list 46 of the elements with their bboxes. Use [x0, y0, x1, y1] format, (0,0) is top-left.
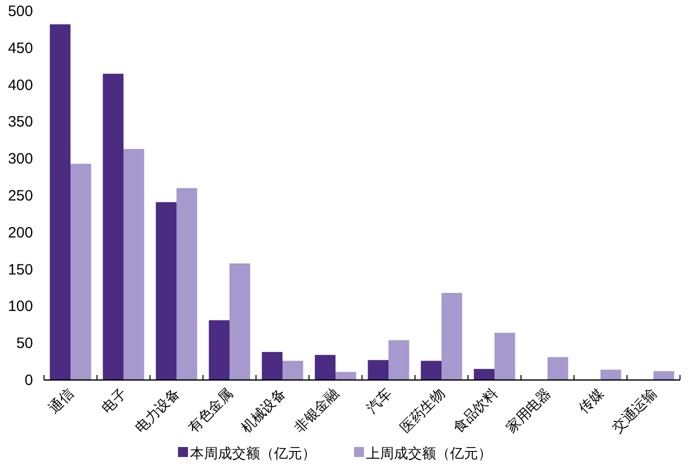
x-tick-label: 医药生物 — [397, 386, 448, 436]
y-tick-label: 150 — [8, 261, 33, 278]
bar — [420, 360, 442, 380]
x-tick-label: 食品饮料 — [450, 386, 502, 436]
legend-label: 上周成交额（亿元） — [366, 446, 492, 462]
y-tick-label: 400 — [8, 76, 33, 94]
bar — [282, 360, 304, 380]
y-tick-label: 0 — [24, 372, 33, 389]
bar — [442, 292, 462, 380]
bar — [70, 164, 92, 380]
x-tick-label: 交通运输 — [609, 386, 660, 436]
bar — [50, 24, 70, 380]
bar — [368, 360, 388, 380]
bar — [156, 202, 176, 380]
y-tick-label: 200 — [8, 224, 33, 242]
y-tick-label: 250 — [8, 188, 33, 204]
bar — [388, 340, 410, 380]
y-tick-label: 350 — [8, 114, 33, 131]
y-tick-label: 50 — [16, 335, 33, 352]
bar — [600, 370, 622, 380]
y-tick-label: 100 — [8, 298, 33, 316]
x-tick-label: 机械设备 — [238, 386, 290, 436]
bar — [176, 188, 198, 380]
bar — [654, 371, 674, 380]
bar — [208, 320, 230, 380]
bar — [336, 372, 356, 380]
bar — [494, 332, 516, 380]
x-tick-label: 有色金属 — [185, 386, 236, 436]
x-tick-label: 汽车 — [364, 386, 396, 417]
bar — [548, 357, 568, 380]
x-tick-label: 电力设备 — [132, 386, 184, 436]
bar — [262, 352, 282, 380]
bar — [230, 263, 250, 380]
x-tick-label: 传媒 — [576, 386, 608, 417]
y-tick-label: 500 — [8, 3, 33, 20]
x-tick-label: 电子 — [99, 386, 130, 417]
x-tick-label: 家用电器 — [503, 386, 554, 436]
bar — [474, 368, 494, 380]
x-tick-label: 通信 — [46, 386, 78, 417]
x-tick-label: 非银金融 — [291, 386, 342, 436]
bar — [314, 354, 336, 380]
y-tick-label: 450 — [8, 40, 33, 57]
bar — [102, 74, 124, 380]
y-tick-label: 300 — [8, 150, 33, 168]
legend-label: 本周成交额（亿元） — [190, 446, 316, 462]
bar — [124, 149, 144, 380]
